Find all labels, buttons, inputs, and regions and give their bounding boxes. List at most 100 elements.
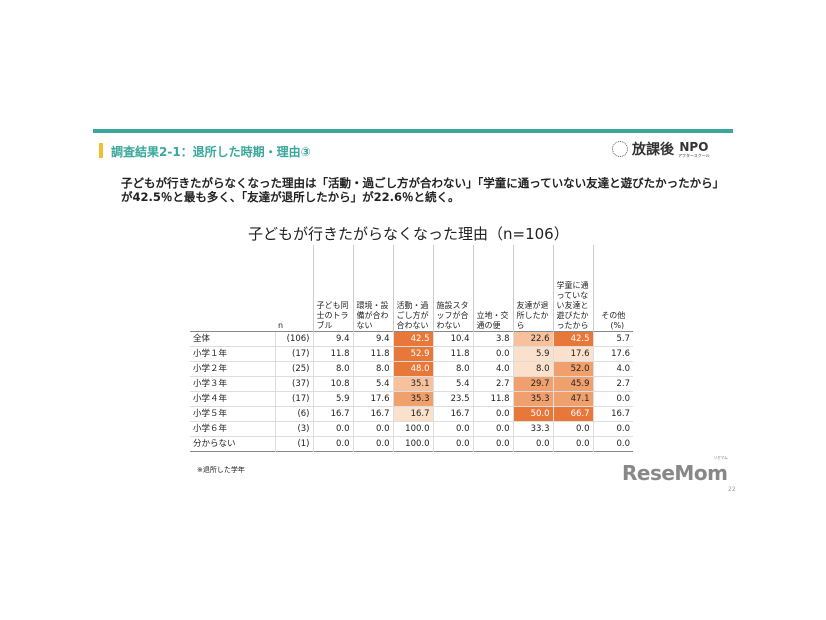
table-cell: 3.8 — [472, 331, 513, 347]
unit-label: (%) — [610, 321, 625, 330]
logo-sub: アフタースクール — [678, 152, 710, 158]
column-header: 子ども同士のトラブル — [312, 245, 353, 332]
table-cell: 8.0 — [432, 361, 473, 377]
section-title: 調査結果2-1：退所した時期・理由③ — [111, 145, 311, 159]
table-cell: 0.0 — [432, 436, 473, 452]
table-row: 分からない (1) 0.0 0.0 100.0 0.0 0.0 0.0 0.0 0.0 — [190, 436, 633, 452]
table-cell: 10.4 — [432, 331, 473, 347]
row-label: 全体 — [190, 331, 275, 347]
table-cell: 16.7 — [312, 406, 353, 422]
row-n: (17) — [274, 391, 313, 407]
table-cell: 5.4 — [352, 376, 393, 392]
table-cell: 35.1 — [392, 376, 433, 392]
section-marker — [99, 143, 103, 158]
table-cell: 5.4 — [432, 376, 473, 392]
column-header: 立地・交通の便 — [472, 245, 513, 332]
table-cell: 0.0 — [472, 421, 513, 437]
table-cell: 0.0 — [312, 421, 353, 437]
watermark-logo: ReseMom リセマム — [622, 455, 728, 485]
column-header: 環境・設備が合わない — [352, 245, 393, 332]
table-row: 小学５年 (6) 16.7 16.7 16.7 16.7 0.0 50.0 66.7 16.7 — [190, 406, 633, 422]
table-cell: 16.7 — [352, 406, 393, 422]
page-number: 22 — [728, 486, 736, 493]
row-n: (6) — [274, 406, 313, 422]
table-cell: 35.3 — [392, 391, 433, 407]
table-cell: 0.0 — [472, 346, 513, 362]
row-label: 小学２年 — [190, 361, 275, 377]
table-row: 小学２年 (25) 8.0 8.0 48.0 8.0 4.0 8.0 52.0 4.0 — [190, 361, 633, 377]
table-cell: 52.0 — [552, 361, 593, 377]
table-cell: 0.0 — [512, 436, 553, 452]
table-cell: 35.3 — [512, 391, 553, 407]
table-cell: 0.0 — [592, 421, 633, 437]
table-row: 小学６年 (3) 0.0 0.0 100.0 0.0 0.0 33.3 0.0 0.0 — [190, 421, 633, 437]
table-cell: 16.7 — [592, 406, 633, 422]
row-label: 小学５年 — [190, 406, 275, 422]
table-cell: 17.6 — [352, 391, 393, 407]
table-cell: 0.0 — [472, 406, 513, 422]
row-label: 小学１年 — [190, 346, 275, 362]
table-row: 小学３年 (37) 10.8 5.4 35.1 5.4 2.7 29.7 45.9 2.7 — [190, 376, 633, 392]
clock-icon — [612, 141, 628, 157]
table-cell: 11.8 — [312, 346, 353, 362]
row-n: (17) — [274, 346, 313, 362]
table-cell: 11.8 — [472, 391, 513, 407]
table-cell: 33.3 — [512, 421, 553, 437]
table-cell: 17.6 — [552, 346, 593, 362]
column-header: 施設スタッフが合わない — [432, 245, 473, 332]
table-cell: 0.0 — [592, 436, 633, 452]
row-label: 小学３年 — [190, 376, 275, 392]
results-table: n 子ども同士のトラブル 環境・設備が合わない 活動・過ごし方が合わない 施設スタッフ… — [190, 245, 633, 452]
table-cell: 0.0 — [432, 421, 473, 437]
table-cell: 29.7 — [512, 376, 553, 392]
table-row: 小学４年 (17) 5.9 17.6 35.3 23.5 11.8 35.3 47.1 0.0 — [190, 391, 633, 407]
table-cell: 8.0 — [512, 361, 553, 377]
table-cell: 66.7 — [552, 406, 593, 422]
table-row: 全体 (106) 9.4 9.4 42.5 10.4 3.8 22.6 42.5 5.7 — [190, 331, 633, 347]
table-cell: 8.0 — [352, 361, 393, 377]
table-cell: 0.0 — [312, 436, 353, 452]
table-cell: 0.0 — [552, 436, 593, 452]
table-cell: 47.1 — [552, 391, 593, 407]
column-header: 学童に通っていない友達と遊びたかったから — [552, 245, 593, 332]
row-n: (37) — [274, 376, 313, 392]
column-label: その他 — [601, 311, 626, 320]
table-cell: 23.5 — [432, 391, 473, 407]
table-cell: 100.0 — [392, 436, 433, 452]
table-cell: 11.8 — [352, 346, 393, 362]
column-header: 友達が退所したから — [512, 245, 553, 332]
table-cell: 9.4 — [352, 331, 393, 347]
n-header: n — [278, 321, 284, 330]
table-cell: 0.0 — [552, 421, 593, 437]
row-n: (106) — [274, 331, 313, 347]
logo-npo-text: NPO — [679, 139, 709, 154]
table-cell: 0.0 — [472, 436, 513, 452]
table-cell: 4.0 — [592, 361, 633, 377]
table-cell: 100.0 — [392, 421, 433, 437]
watermark-text: ReseMom — [622, 461, 728, 485]
table-cell: 5.9 — [312, 391, 353, 407]
row-n: (1) — [274, 436, 313, 452]
table-cell: 4.0 — [472, 361, 513, 377]
row-label: 小学４年 — [190, 391, 275, 407]
table-cell: 22.6 — [512, 331, 553, 347]
column-header: その他 (%) — [592, 245, 633, 332]
table-cell: 8.0 — [312, 361, 353, 377]
table-row: 小学１年 (17) 11.8 11.8 52.9 11.8 0.0 5.9 17.6 17.6 — [190, 346, 633, 362]
table-cell: 16.7 — [392, 406, 433, 422]
header-bar — [93, 129, 733, 133]
logo-text: 放課後 — [632, 142, 674, 158]
table-cell: 52.9 — [392, 346, 433, 362]
table-cell: 0.0 — [592, 391, 633, 407]
footnote: ※退所した学年 — [197, 466, 245, 474]
table-cell: 48.0 — [392, 361, 433, 377]
table-cell: 16.7 — [432, 406, 473, 422]
row-n: (25) — [274, 361, 313, 377]
lead-text: 子どもが行きたがらなくなった理由は「活動・過ごし方が合わない」「学童に通っていな… — [121, 176, 719, 204]
watermark-sub: リセマム — [713, 455, 728, 460]
table-cell: 11.8 — [432, 346, 473, 362]
table-cell: 5.7 — [592, 331, 633, 347]
table-cell: 10.8 — [312, 376, 353, 392]
table-cell: 0.0 — [352, 436, 393, 452]
logo-npo: NPO アフタースクール — [678, 141, 710, 158]
